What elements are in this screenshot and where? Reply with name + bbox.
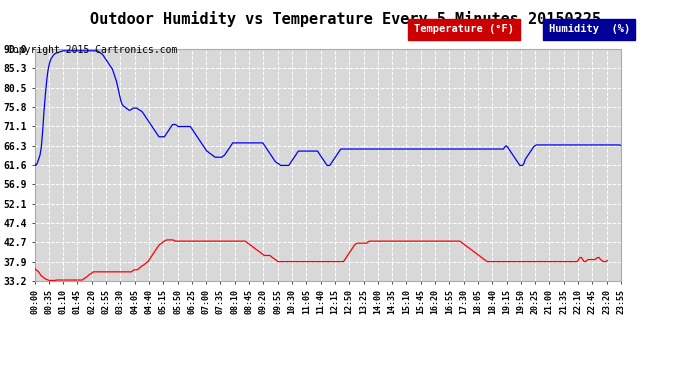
Text: Outdoor Humidity vs Temperature Every 5 Minutes 20150325: Outdoor Humidity vs Temperature Every 5 …: [90, 11, 600, 27]
Text: Temperature (°F): Temperature (°F): [414, 24, 514, 34]
Text: Humidity  (%): Humidity (%): [549, 24, 630, 34]
Text: Copyright 2015 Cartronics.com: Copyright 2015 Cartronics.com: [7, 45, 177, 55]
